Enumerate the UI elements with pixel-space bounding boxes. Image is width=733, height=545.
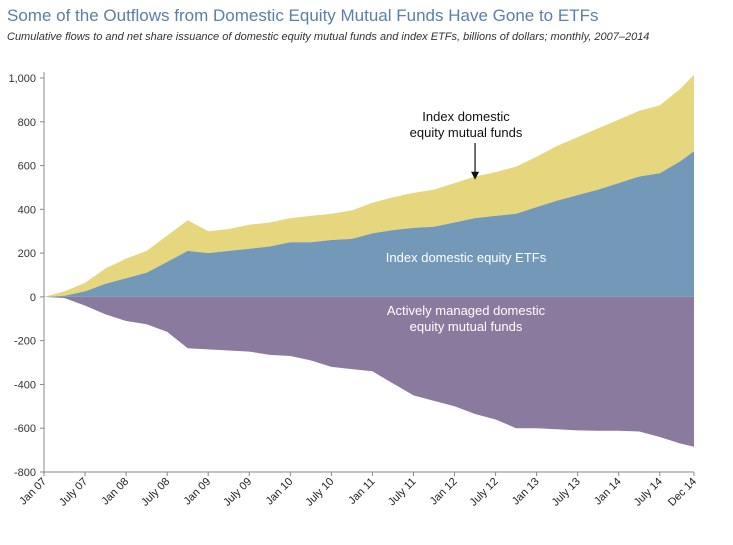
arrow-head-icon bbox=[471, 171, 480, 180]
label-active-mutual-funds: Actively managed domestic bbox=[387, 303, 546, 318]
label-active-mutual-funds: equity mutual funds bbox=[410, 319, 523, 334]
x-axis: Jan 07 July 07 Jan 08 July 08 Jan 09 July 09 J… bbox=[17, 471, 699, 509]
x-tick-label: July 13 bbox=[550, 476, 583, 509]
y-tick-label: 0 bbox=[30, 292, 36, 304]
x-tick-label: July 10 bbox=[303, 476, 336, 509]
y-tick-label: -200 bbox=[14, 336, 36, 348]
x-tick-label: July 12 bbox=[468, 476, 501, 509]
x-tick-label: Jan 09 bbox=[181, 476, 213, 508]
y-tick-label: 1,000 bbox=[8, 73, 36, 85]
area-index-mutual-funds bbox=[44, 74, 694, 297]
x-tick-label: Jan 07 bbox=[17, 476, 49, 508]
label-index-mutual-funds: equity mutual funds bbox=[410, 125, 523, 140]
area-index-etfs bbox=[44, 151, 694, 297]
x-tick-label: Jan 10 bbox=[264, 476, 296, 508]
y-tick-label: -600 bbox=[14, 423, 36, 435]
y-tick-label: -800 bbox=[14, 467, 36, 479]
x-tick-label: Jan 12 bbox=[428, 476, 460, 508]
x-tick-label: Jan 11 bbox=[346, 476, 377, 507]
y-axis: 1,000 800 600 400 200 0 -200 -400 -600 -800 bbox=[8, 72, 45, 479]
chart-title: Some of the Outflows from Domestic Equit… bbox=[7, 6, 599, 25]
y-tick-label: 200 bbox=[18, 248, 36, 260]
y-tick-label: 800 bbox=[18, 117, 36, 129]
x-tick-label: July 09 bbox=[221, 476, 254, 509]
x-tick-label: July 11 bbox=[386, 476, 419, 509]
label-index-mutual-funds: Index domestic bbox=[422, 109, 510, 124]
x-tick-label: Jan 08 bbox=[99, 476, 131, 508]
x-tick-label: Jan 14 bbox=[592, 476, 624, 508]
chart-subtitle: Cumulative flows to and net share issuan… bbox=[7, 31, 650, 43]
x-tick-label: July 08 bbox=[139, 476, 172, 509]
x-tick-label: Jan 13 bbox=[510, 476, 542, 508]
x-tick-label: July 14 bbox=[632, 476, 665, 509]
chart-areas bbox=[44, 74, 694, 447]
area-active-mutual-funds bbox=[44, 296, 694, 447]
x-tick-label: Dec 14 bbox=[666, 476, 699, 509]
y-tick-label: -400 bbox=[14, 379, 36, 391]
x-tick-label: July 07 bbox=[57, 476, 90, 509]
y-tick-label: 600 bbox=[18, 161, 36, 173]
label-index-etfs: Index domestic equity ETFs bbox=[386, 250, 547, 265]
y-tick-label: 400 bbox=[18, 204, 36, 216]
